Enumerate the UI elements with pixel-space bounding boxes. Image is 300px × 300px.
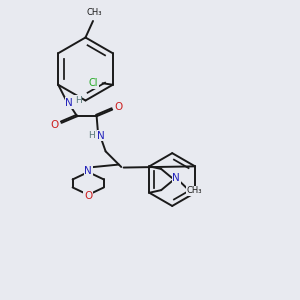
Text: N: N <box>97 131 105 141</box>
Text: H: H <box>88 131 95 140</box>
Text: O: O <box>51 120 59 130</box>
Text: N: N <box>84 166 92 176</box>
Text: O: O <box>115 102 123 112</box>
Text: N: N <box>172 173 180 183</box>
Text: O: O <box>84 191 92 201</box>
Text: N: N <box>65 98 73 108</box>
Text: CH₃: CH₃ <box>187 186 202 196</box>
Text: H: H <box>75 95 81 105</box>
Text: CH₃: CH₃ <box>87 8 102 17</box>
Text: Cl: Cl <box>89 78 98 88</box>
